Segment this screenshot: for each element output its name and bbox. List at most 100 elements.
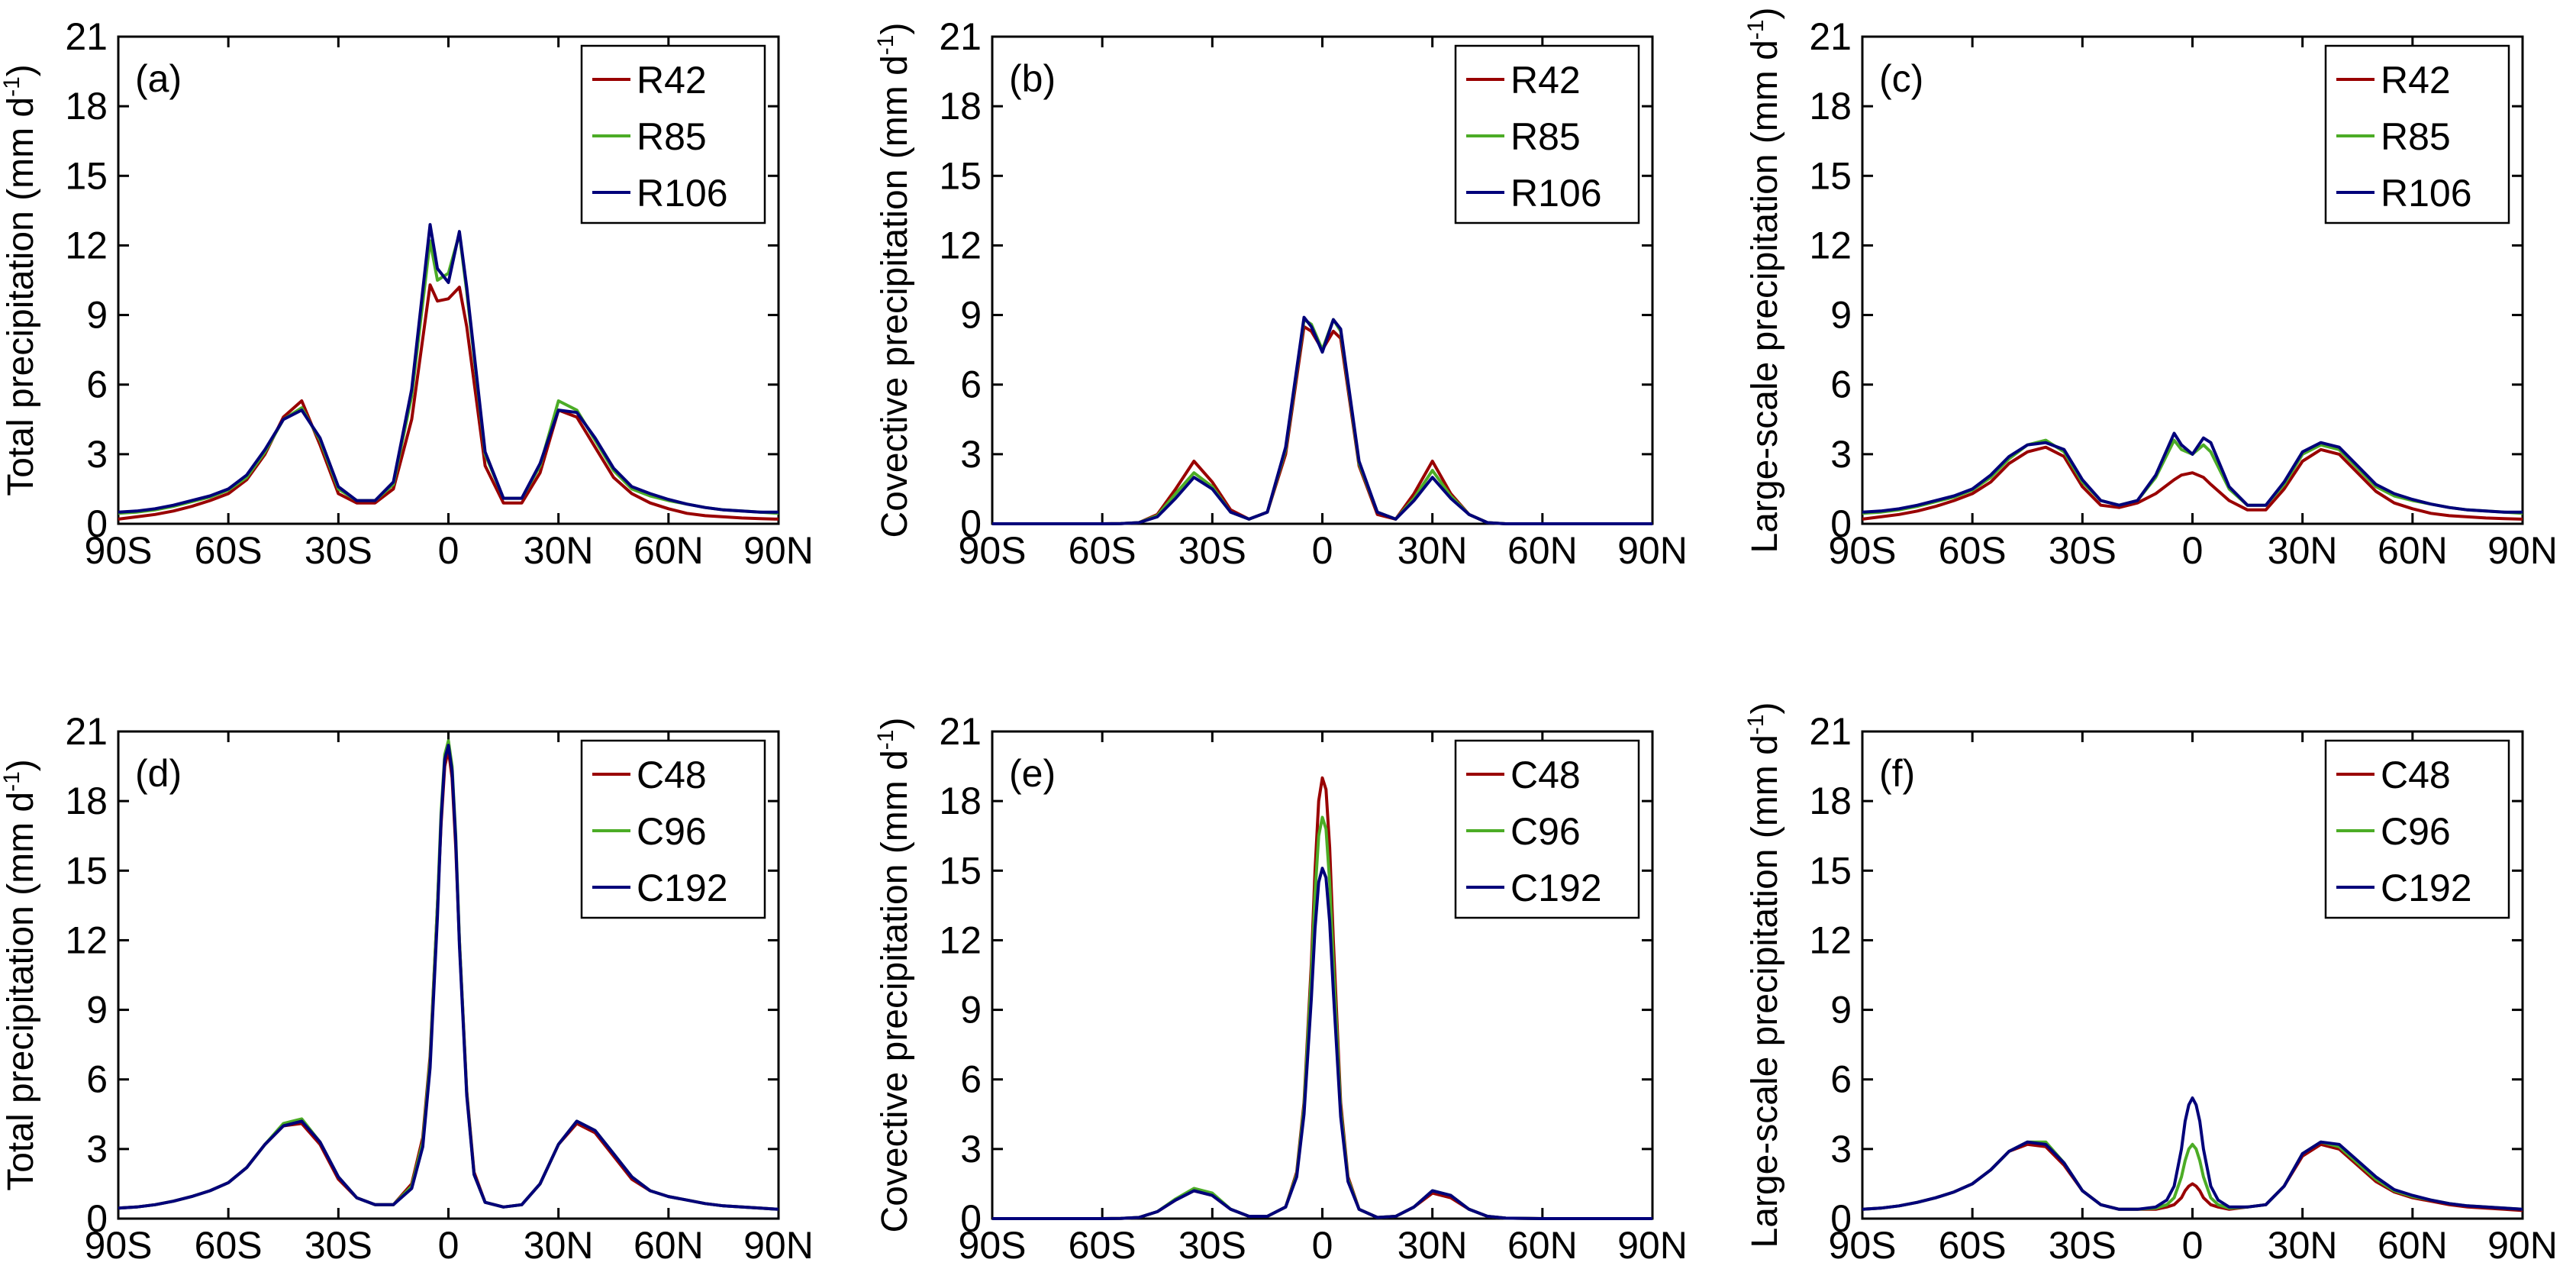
y-axis-label-close: ) (875, 23, 915, 35)
y-axis-label-superscript: -1 (873, 35, 898, 56)
y-axis-label-superscript: -1 (1743, 715, 1768, 735)
legend-label-C192: C192 (1510, 867, 1602, 909)
x-tick-label: 30N (2268, 1224, 2338, 1267)
y-tick-label: 0 (86, 1197, 108, 1240)
y-tick-label: 12 (1809, 224, 1852, 266)
legend: C48 C96 C192 (1454, 739, 1640, 919)
y-axis-label-close: ) (1, 759, 41, 771)
y-axis-label-superscript: -1 (873, 730, 898, 751)
y-axis-label-text: Total precipitation (mm d (1, 792, 41, 1191)
legend-label-R42: R42 (1510, 59, 1581, 102)
legend-label-R42: R42 (2381, 59, 2451, 102)
y-tick-label: 18 (1809, 780, 1852, 822)
y-tick-label: 3 (86, 433, 108, 476)
y-tick-label: 21 (1809, 15, 1852, 58)
y-tick-label: 12 (1809, 919, 1852, 961)
series-line-R42 (992, 325, 1652, 525)
legend-label-C96: C96 (2381, 810, 2451, 853)
x-tick-label: 30N (524, 1224, 594, 1267)
y-tick-label: 15 (939, 154, 982, 197)
y-tick-label: 18 (1809, 85, 1852, 128)
y-axis-label-text: Covective precipitation (mm d (875, 55, 915, 538)
y-axis-label-close: ) (1745, 702, 1785, 715)
x-tick-label: 30S (2049, 1224, 2117, 1267)
x-tick-label: 60S (1069, 529, 1136, 572)
panel-label: (e) (1009, 752, 1056, 795)
x-tick-label: 90S (1829, 529, 1897, 572)
y-axis-label-close: ) (1, 64, 41, 76)
legend-label-R85: R85 (637, 115, 707, 158)
x-tick-label: 90N (743, 529, 814, 572)
y-axis-label: Large-scale precipitation (mm d-1) (1743, 702, 1785, 1248)
x-tick-label: 90N (1617, 1224, 1688, 1267)
series-line-R42 (1862, 445, 2523, 521)
y-tick-label: 12 (939, 919, 982, 961)
y-axis-label-superscript: -1 (0, 771, 24, 792)
x-tick-label: 90S (85, 1224, 153, 1267)
x-tick-label: 90N (743, 1224, 814, 1267)
x-tick-label: 90S (1829, 1224, 1897, 1267)
y-tick-label: 12 (65, 224, 108, 266)
y-tick-label: 6 (960, 1058, 982, 1101)
x-tick-label: 30S (1178, 529, 1246, 572)
y-tick-label: 9 (1830, 294, 1852, 337)
series-line-R106 (992, 315, 1652, 525)
y-tick-label: 3 (960, 433, 982, 476)
series-line-C48 (1862, 1142, 2523, 1212)
legend-label-R85: R85 (1510, 115, 1581, 158)
y-tick-label: 18 (65, 780, 108, 822)
x-tick-label: 30N (1398, 529, 1468, 572)
series-line-C192 (992, 867, 1652, 1220)
x-tick-label: 30S (1178, 1224, 1246, 1267)
y-tick-label: 6 (86, 363, 108, 406)
y-axis-label: Large-scale precipitation (mm d-1) (1743, 8, 1785, 554)
legend-label-C48: C48 (1510, 754, 1581, 796)
legend-label-C96: C96 (1510, 810, 1581, 853)
y-tick-label: 9 (86, 989, 108, 1032)
panel-label: (f) (1879, 752, 1915, 795)
y-tick-label: 15 (1809, 154, 1852, 197)
x-tick-label: 90S (959, 1224, 1027, 1267)
y-tick-label: 0 (86, 502, 108, 545)
legend-label-R42: R42 (637, 59, 707, 102)
y-tick-label: 18 (939, 780, 982, 822)
panel-label: (a) (135, 57, 182, 100)
legend-label-R106: R106 (1510, 172, 1602, 215)
y-tick-label: 21 (1809, 710, 1852, 753)
y-tick-label: 12 (65, 919, 108, 961)
x-tick-label: 60N (1507, 1224, 1578, 1267)
x-tick-label: 60N (634, 1224, 704, 1267)
series-line-R106 (1862, 431, 2523, 514)
legend-label-C96: C96 (637, 810, 707, 853)
x-tick-label: 0 (1312, 529, 1333, 572)
y-tick-label: 3 (1830, 1128, 1852, 1171)
x-tick-label: 30N (524, 529, 594, 572)
x-tick-label: 0 (2182, 1224, 2204, 1267)
y-axis-label-superscript: -1 (0, 76, 24, 97)
chart-panel-2: 0 3 6 9 12 15 18 21 90S 60S 30S 0 30N 60N 90N Covective… (873, 15, 1688, 572)
legend-label-C48: C48 (637, 754, 707, 796)
legend-label-C192: C192 (2381, 867, 2472, 909)
legend-label-R106: R106 (2381, 172, 2472, 215)
y-tick-label: 6 (1830, 1058, 1852, 1101)
y-tick-label: 3 (1830, 433, 1852, 476)
legend: C48 C96 C192 (580, 739, 766, 919)
y-axis-label: Total precipitation (mm d-1) (0, 64, 41, 496)
x-tick-label: 30S (305, 1224, 372, 1267)
panel-label: (c) (1879, 57, 1923, 100)
y-tick-label: 21 (65, 710, 108, 753)
x-tick-label: 30N (2268, 529, 2338, 572)
series-line-R106 (118, 223, 779, 514)
y-axis-label-close: ) (875, 718, 915, 730)
x-tick-label: 0 (2182, 529, 2204, 572)
x-tick-label: 60N (2378, 1224, 2448, 1267)
y-tick-label: 21 (65, 15, 108, 58)
panel-label: (d) (135, 752, 182, 795)
y-axis-label-superscript: -1 (1743, 20, 1768, 40)
y-tick-label: 0 (1830, 502, 1852, 545)
legend: R42 R85 R106 (580, 44, 766, 224)
x-tick-label: 60N (1507, 529, 1578, 572)
chart-panel-3: 0 3 6 9 12 15 18 21 90S 60S 30S 0 30N 60N 90N Large-sca… (1743, 8, 2558, 572)
x-tick-label: 90N (2487, 529, 2558, 572)
y-tick-label: 0 (1830, 1197, 1852, 1240)
